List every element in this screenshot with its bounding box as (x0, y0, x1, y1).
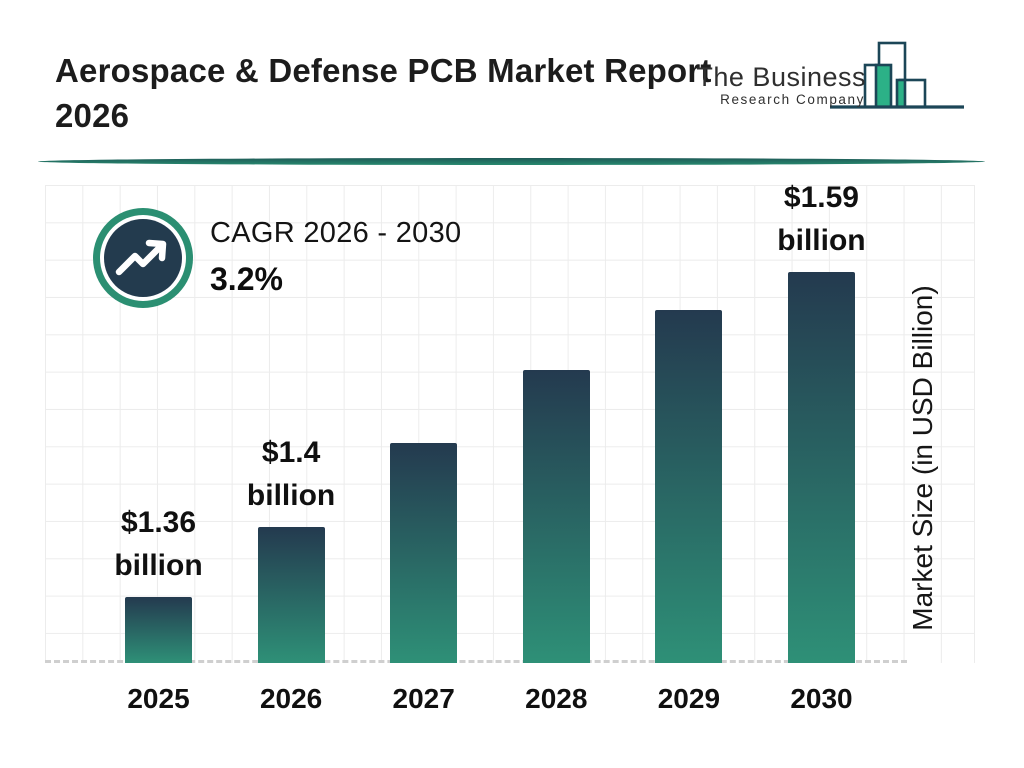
bar-series: $1.36 billion 2025 $1.4 billion 2026 2027 2028 2… (114, 181, 865, 714)
bar-value-unit-2030: billion (777, 224, 866, 257)
bar-2027: 2027 (390, 443, 458, 714)
cagr-value: 3.2% (210, 261, 283, 297)
company-logo-subname: Research Company (720, 92, 865, 107)
bar-fill-2025 (125, 597, 192, 663)
bar-2028: 2028 (522, 370, 590, 714)
bar-fill-2028 (522, 370, 590, 663)
bar-2025: $1.36 billion 2025 (114, 506, 202, 714)
x-axis-label-2028: 2028 (525, 683, 588, 714)
bar-fill-2029 (655, 310, 723, 663)
y-axis-title: Market Size (in USD Billion) (907, 285, 938, 631)
x-axis-label-2030: 2030 (790, 683, 853, 714)
page-title: Aerospace & Defense PCB Market Report 20… (55, 52, 712, 134)
bar-2030: $1.59 billion 2030 (777, 181, 865, 714)
company-logo-name: The Business (696, 62, 866, 92)
x-axis-label-2029: 2029 (657, 683, 721, 714)
bar-value-unit-2026: billion (246, 479, 336, 512)
bar-value-label-2030: $1.59 billion (706, 176, 936, 262)
company-logo-skyline-icon (830, 41, 964, 109)
cagr-period-label: CAGR 2026 - 2030 (210, 217, 462, 249)
bar-fill-2030 (787, 272, 855, 663)
bar-fill-2027 (390, 443, 458, 663)
header-divider (38, 158, 985, 165)
bar-value-unit-2025: billion (114, 549, 203, 582)
bar-fill-2026 (257, 527, 325, 663)
bar-value-label-2025: $1.36 billion (44, 501, 274, 587)
x-axis-label-2026: 2026 (259, 683, 323, 714)
chart-baseline-dashed (45, 660, 907, 663)
x-axis-label-2027: 2027 (392, 683, 455, 714)
bar-2026: $1.4 billion 2026 (247, 436, 335, 714)
bar-value-label-2026: $1.4 billion (176, 431, 406, 517)
bar-2029: 2029 (655, 310, 723, 714)
x-axis-label-2025: 2025 (127, 683, 190, 714)
trend-up-icon (93, 208, 193, 308)
